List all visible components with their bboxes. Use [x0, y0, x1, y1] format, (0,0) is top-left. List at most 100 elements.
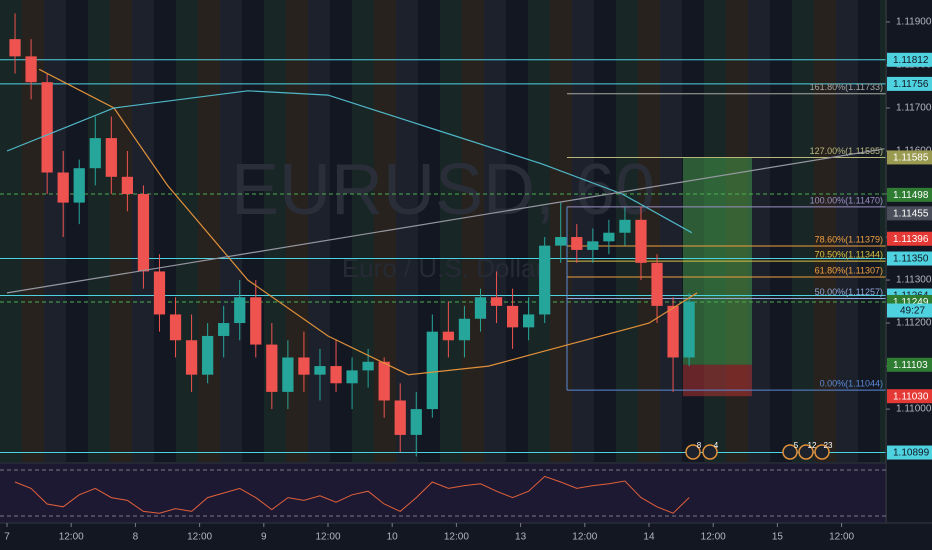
x-tick-label: 7	[4, 532, 10, 543]
price-badge-label: 1.11498	[893, 190, 929, 201]
x-tick-label: 12:00	[701, 532, 726, 543]
session-band	[176, 0, 198, 462]
session-band	[0, 0, 22, 462]
candle-body	[137, 194, 150, 272]
x-tick-label: 14	[643, 532, 655, 543]
y-tick-label: 1.11900	[896, 17, 932, 28]
event-label: 4	[714, 441, 719, 450]
session-band	[528, 0, 550, 462]
x-tick-label: 10	[387, 532, 399, 543]
candle-body	[282, 357, 294, 392]
price-badge	[887, 389, 932, 404]
session-band	[836, 0, 858, 462]
axes: 75.0025.001.119001.118001.117001.116001.…	[4, 0, 932, 543]
indicator-line	[6, 148, 885, 294]
candle-body	[442, 331, 454, 341]
price-badge	[887, 357, 932, 372]
candle-body	[683, 301, 695, 358]
candle-body	[73, 168, 85, 203]
candle-body	[314, 366, 326, 375]
session-band	[462, 0, 484, 462]
price-badge-label: 1.11350	[893, 254, 929, 265]
y-tick-label: 1.11200	[896, 318, 932, 329]
session-band	[814, 0, 836, 462]
candle-body	[105, 138, 117, 177]
candle-body	[9, 39, 21, 57]
x-tick-label: 13	[515, 532, 527, 543]
session-band	[770, 0, 792, 462]
fib-label: 161.80%(1.11733)	[810, 82, 883, 92]
price-badge-label: 1.11455	[893, 209, 929, 220]
candle-body	[298, 357, 310, 375]
event-label: 5	[794, 441, 799, 450]
price-badge	[887, 150, 932, 165]
fib-label: 78.60%(1.11379)	[815, 234, 883, 244]
countdown: 49:27	[900, 306, 925, 317]
candle-body	[250, 297, 262, 345]
session-band	[330, 0, 352, 462]
candle-body	[346, 370, 358, 384]
session-band	[704, 0, 726, 462]
candle-body	[410, 409, 422, 435]
rsi-pane-bg	[0, 464, 886, 522]
candle-body	[523, 314, 535, 328]
x-tick-label: 12:00	[444, 532, 469, 543]
candle-body	[555, 237, 567, 246]
session-band	[220, 0, 242, 462]
watermark-subtitle: Euro / U.S. Dollar	[342, 253, 545, 283]
session-band	[638, 0, 660, 462]
event-label: 8	[697, 441, 702, 450]
price-badge	[887, 52, 932, 67]
candle-body	[571, 237, 583, 250]
price-badge-label: 1.11030	[893, 391, 929, 402]
candle-body	[121, 176, 133, 195]
session-band	[660, 0, 682, 462]
y-tick-label: 1.11300	[896, 275, 932, 286]
x-tick-label: 12:00	[59, 532, 84, 543]
x-tick-label: 12:00	[187, 532, 212, 543]
session-band	[286, 0, 308, 462]
y-tick-label: 1.11000	[896, 404, 932, 415]
candle-body	[587, 241, 599, 250]
y-tick-label: 1.11700	[896, 103, 932, 114]
session-band	[858, 0, 880, 462]
main-pane: 161.80%(1.11733) 127.00%(1.11585) 100.00%(…	[0, 13, 886, 460]
candle-body	[234, 297, 246, 324]
x-tick-label: 12:00	[829, 532, 854, 543]
session-band	[484, 0, 506, 462]
event-icon	[782, 444, 798, 460]
x-tick-label: 12:00	[572, 532, 597, 543]
price-badge-label: 1.11756	[893, 79, 929, 90]
fib-label: 50.00%(1.11257)	[815, 287, 883, 297]
candle-body	[506, 305, 519, 328]
candle-body	[603, 232, 615, 242]
session-band	[110, 0, 132, 462]
candle-body	[41, 82, 53, 173]
x-tick-label: 12:00	[315, 532, 340, 543]
x-tick-label: 8	[133, 532, 139, 543]
price-badge	[887, 187, 932, 202]
event-icon	[798, 444, 814, 460]
candle-body	[458, 318, 471, 341]
price-badge	[887, 206, 932, 221]
session-band	[154, 0, 176, 462]
session-band	[726, 0, 748, 462]
candle-body	[378, 361, 390, 401]
session-band	[572, 0, 594, 462]
fib-label: 61.80%(1.11307)	[815, 265, 883, 275]
candle-body	[426, 331, 438, 410]
candle-body	[539, 245, 551, 315]
candle-body	[474, 297, 487, 319]
candle-body	[57, 172, 69, 203]
price-badge-label: 1.11812	[893, 55, 929, 66]
position-loss	[683, 364, 752, 397]
rsi-line	[14, 475, 690, 514]
candle-body	[218, 323, 230, 336]
price-badge-label: 1.10899	[893, 448, 930, 459]
price-badge	[887, 231, 932, 246]
price-badge-label: 1.11103	[893, 360, 928, 371]
session-band	[264, 0, 286, 462]
session-band	[308, 0, 330, 462]
session-band	[792, 0, 814, 462]
price-badge-label: 1.11249	[893, 297, 929, 308]
